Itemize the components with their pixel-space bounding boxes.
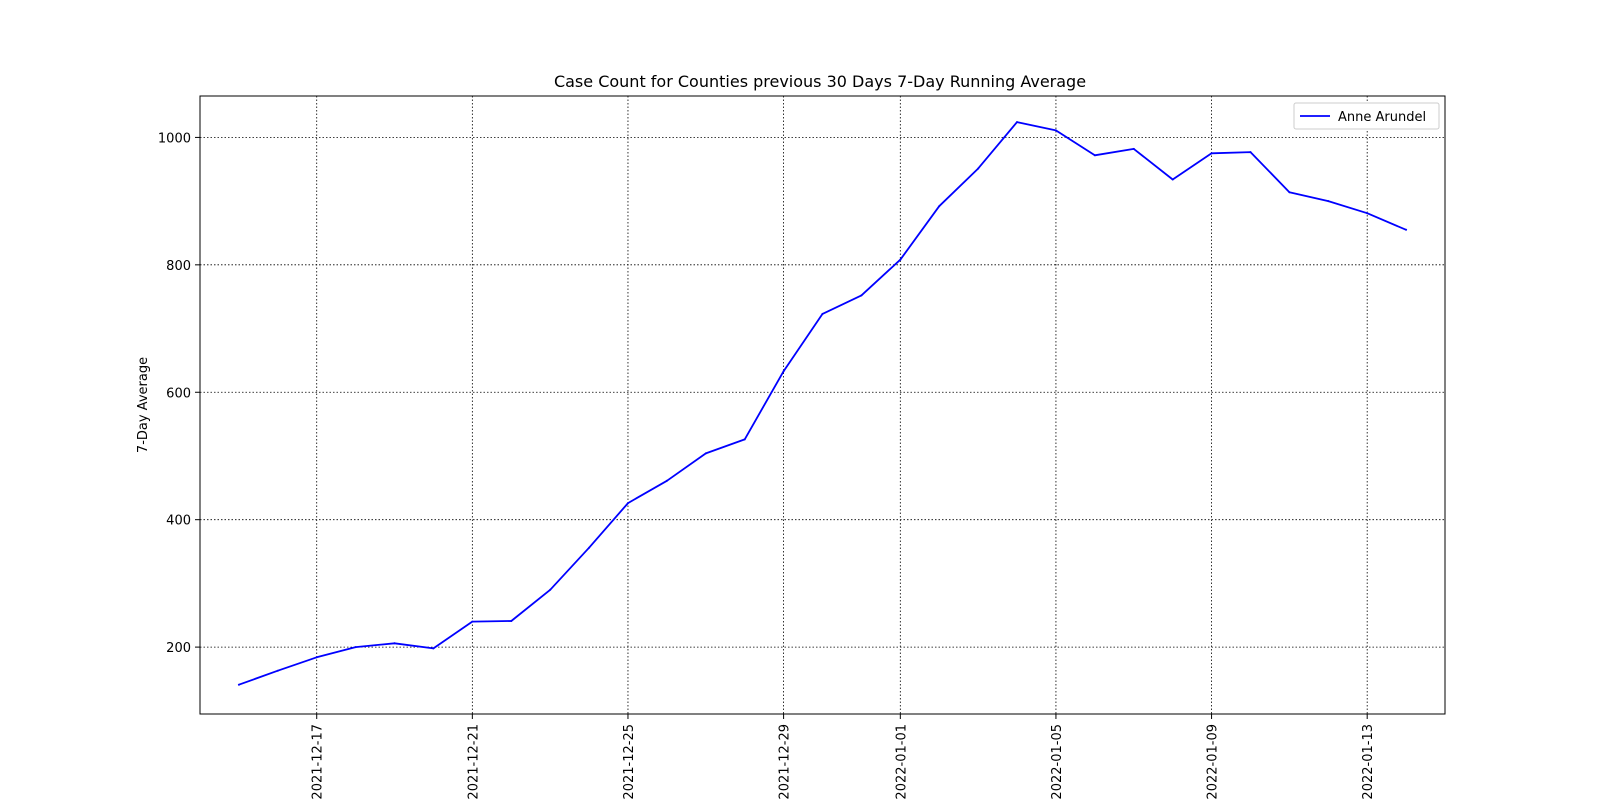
series-layer xyxy=(237,121,1408,686)
x-tick-label: 2022-01-13 xyxy=(1361,724,1376,800)
y-tick-label: 200 xyxy=(166,641,191,656)
data-point xyxy=(315,656,318,659)
data-point xyxy=(549,588,552,591)
x-tick-label: 2022-01-09 xyxy=(1206,724,1221,800)
plot-frame xyxy=(199,95,1446,715)
x-tick-label: 2021-12-21 xyxy=(466,724,481,800)
data-point xyxy=(860,294,863,297)
y-tick-label: 800 xyxy=(166,259,191,274)
data-point xyxy=(1366,212,1369,215)
data-point xyxy=(588,546,591,549)
data-point xyxy=(432,647,435,650)
y-axis: 200 400 600 800 1000 xyxy=(158,131,200,656)
data-point xyxy=(393,642,396,645)
legend: Anne Arundel xyxy=(1293,102,1440,130)
data-point xyxy=(471,620,474,623)
data-point xyxy=(354,646,357,649)
data-point xyxy=(1288,191,1291,194)
data-point xyxy=(1132,147,1135,150)
legend-label: Anne Arundel xyxy=(1338,110,1426,125)
grid xyxy=(200,96,1445,714)
legend-box xyxy=(1293,102,1440,130)
data-point xyxy=(510,620,513,622)
x-tick-label: 2022-01-01 xyxy=(894,724,909,800)
chart-title: Case Count for Counties previous 30 Days… xyxy=(554,72,1086,91)
data-point xyxy=(1016,121,1018,124)
data-point xyxy=(1093,154,1096,157)
data-point xyxy=(743,438,746,441)
x-tick-label: 2021-12-29 xyxy=(778,724,793,800)
x-tick-label: 2022-01-05 xyxy=(1050,724,1065,800)
data-point xyxy=(899,258,902,261)
data-point xyxy=(821,312,824,315)
x-tick-label: 2021-12-25 xyxy=(622,724,637,800)
data-point xyxy=(237,683,240,686)
y-axis-label: 7-Day Average xyxy=(136,357,151,453)
y-tick-label: 1000 xyxy=(158,131,191,146)
data-point xyxy=(1249,151,1252,154)
y-tick-label: 600 xyxy=(166,386,191,401)
data-point xyxy=(1405,228,1408,231)
x-tick-label: 2021-12-17 xyxy=(311,724,326,800)
series-line xyxy=(238,121,1407,686)
data-point xyxy=(977,167,980,170)
data-point xyxy=(1210,152,1213,155)
x-axis: 2021-12-17 2021-12-21 2021-12-25 2021-12-29… xyxy=(311,714,1376,800)
y-tick-label: 400 xyxy=(166,514,191,529)
data-point xyxy=(276,669,279,672)
data-point xyxy=(1054,129,1057,132)
data-point xyxy=(627,502,629,505)
data-point xyxy=(704,452,707,455)
data-point xyxy=(938,205,941,208)
data-point xyxy=(665,479,668,482)
data-point xyxy=(1171,178,1174,181)
data-point xyxy=(1327,200,1330,203)
data-point xyxy=(782,370,785,373)
